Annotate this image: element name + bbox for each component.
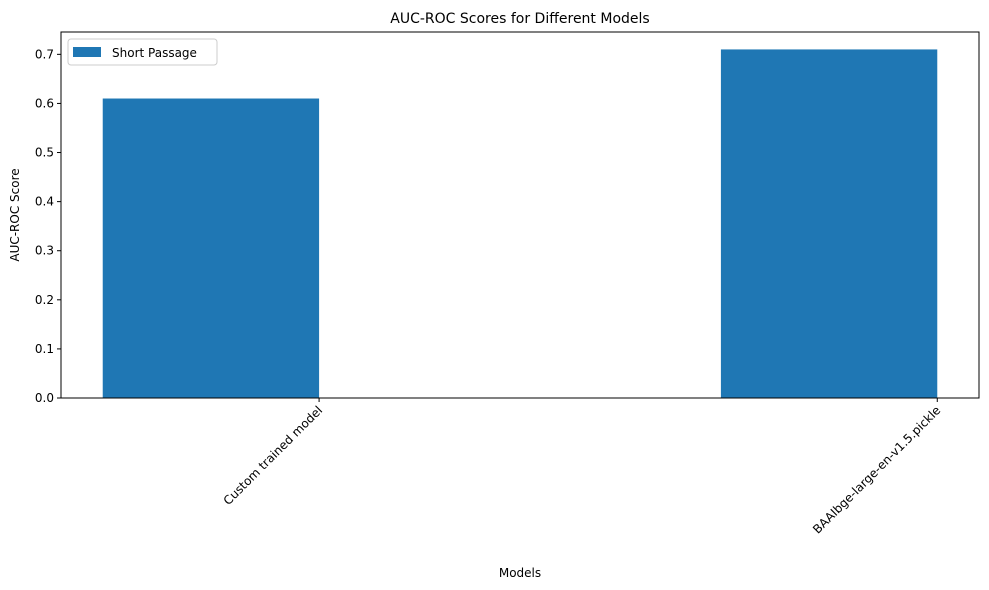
x-axis-label: Models [499, 566, 541, 580]
y-tick-label-6: 0.6 [35, 96, 54, 110]
bars-layer [102, 49, 938, 399]
legend-swatch [73, 47, 101, 57]
y-axis-ticks: 0.0 0.1 0.2 0.3 0.4 0.5 0.6 0.7 [35, 47, 61, 405]
y-tick-label-4: 0.4 [35, 195, 54, 209]
plot-frame [60, 31, 980, 399]
x-tick-label-0: Custom trained model [221, 403, 326, 508]
x-axis-ticks: Custom trained model BAAIbge-large-en-v1.… [221, 398, 943, 536]
y-tick-label-0: 0.0 [35, 391, 54, 405]
legend-box [67, 38, 218, 66]
y-axis-label: AUC-ROC Score [8, 168, 22, 261]
x-tick-label-1: BAAIbge-large-en-v1.5.pickle [810, 403, 943, 536]
legend: Short Passage [67, 38, 218, 66]
y-tick-label-5: 0.5 [35, 146, 54, 160]
y-tick-label-7: 0.7 [35, 47, 54, 61]
bar-1 [720, 49, 938, 399]
y-tick-label-2: 0.2 [35, 293, 54, 307]
bar-0 [102, 98, 320, 399]
chart-title: AUC-ROC Scores for Different Models [390, 11, 649, 27]
legend-label: Short Passage [112, 46, 197, 60]
y-tick-label-3: 0.3 [35, 244, 54, 258]
y-tick-label-1: 0.1 [35, 342, 54, 356]
